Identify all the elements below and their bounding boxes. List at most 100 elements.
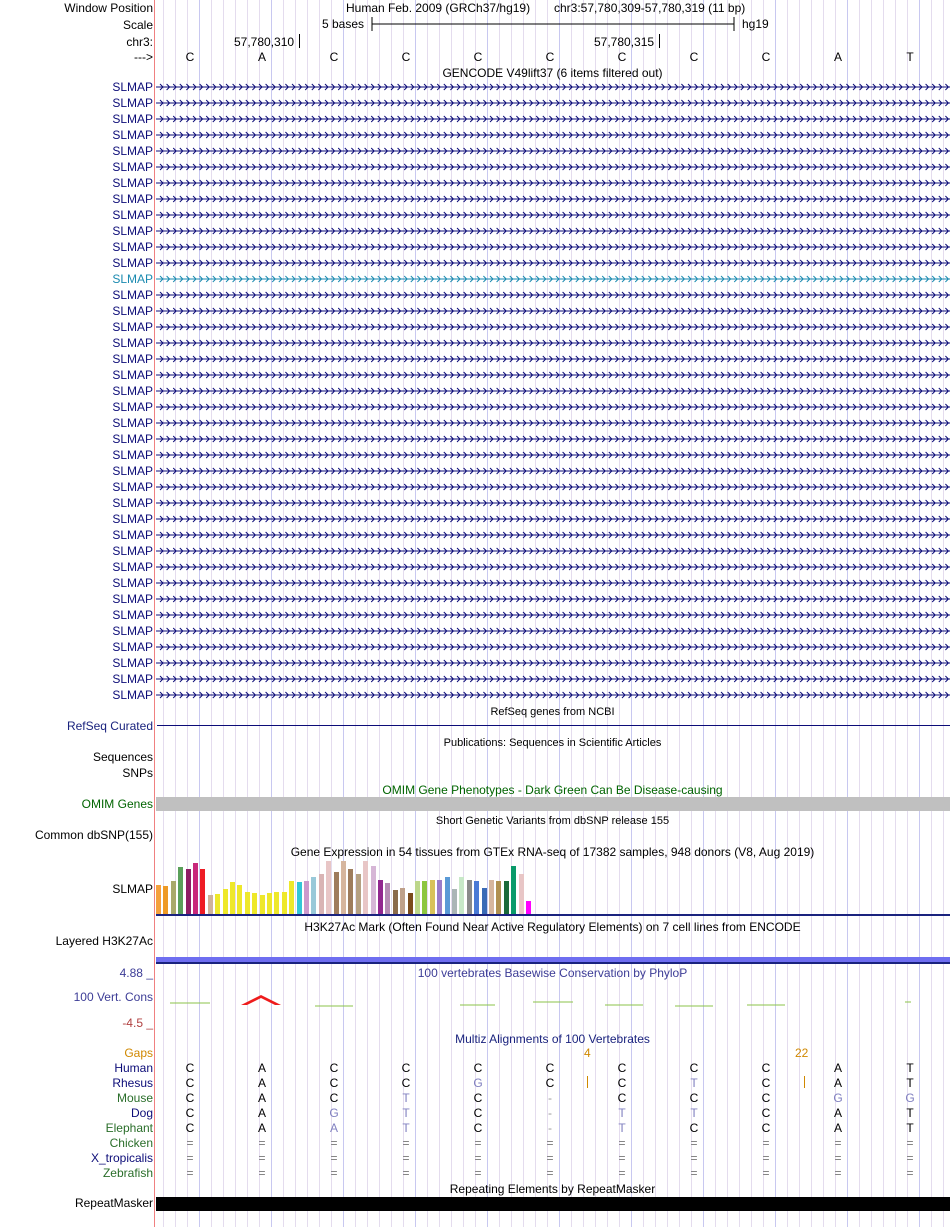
gtex-tissue-bar[interactable] [452,888,457,914]
gencode-transcript[interactable] [156,657,950,669]
gtex-title[interactable]: Gene Expression in 54 tissues from GTEx … [290,845,815,859]
gencode-item-label[interactable]: SLMAP [112,496,153,510]
omim-title[interactable]: OMIM Gene Phenotypes - Dark Green Can Be… [382,783,723,797]
species-label[interactable]: X_tropicalis [90,1151,153,1165]
gtex-tissue-bar[interactable] [252,892,258,914]
gtex-tissue-bar[interactable] [415,881,420,914]
gencode-item-label[interactable]: SLMAP [112,128,153,142]
gtex-tissue-bar[interactable] [281,891,287,914]
gtex-bar-chart[interactable] [156,861,536,914]
gencode-transcript[interactable] [156,289,950,301]
species-label[interactable]: Rhesus [112,1076,153,1090]
h3k27ac-title[interactable]: H3K27Ac Mark (Often Found Near Active Re… [304,920,801,934]
gtex-tissue-bar[interactable] [289,881,295,914]
gencode-transcript[interactable] [156,593,950,605]
gencode-transcript[interactable] [156,177,950,189]
gencode-transcript[interactable] [156,465,950,477]
gencode-item-label[interactable]: SLMAP [112,240,153,254]
gtex-tissue-bar[interactable] [193,862,198,914]
gencode-item-label[interactable]: SLMAP [112,608,153,622]
gtex-tissue-bar[interactable] [489,879,494,914]
gencode-transcript[interactable] [156,97,950,109]
refseq-title[interactable]: RefSeq genes from NCBI [490,706,615,718]
species-label[interactable]: Dog [130,1106,153,1120]
gencode-transcript[interactable] [156,545,950,557]
species-label[interactable]: Zebrafish [102,1166,153,1180]
gencode-item-label[interactable]: SLMAP [112,688,153,702]
gencode-item-label[interactable]: SLMAP [112,288,153,302]
gencode-item-label[interactable]: SLMAP [112,432,153,446]
gencode-item-label[interactable]: SLMAP [112,512,153,526]
gencode-transcript[interactable] [156,529,950,541]
gencode-transcript[interactable] [156,689,950,701]
gencode-transcript[interactable] [156,609,950,621]
gencode-item-label[interactable]: SLMAP [112,400,153,414]
gencode-transcript[interactable] [156,305,950,317]
gencode-item-label[interactable]: SLMAP [112,176,153,190]
gencode-item-label[interactable]: SLMAP [112,384,153,398]
gencode-item-label[interactable]: SLMAP [112,80,153,94]
phylop-title[interactable]: 100 vertebrates Basewise Conservation by… [417,966,688,980]
gencode-item-label[interactable]: SLMAP [112,272,153,286]
refseq-label[interactable]: RefSeq Curated [66,719,153,733]
gencode-item-label[interactable]: SLMAP [112,112,153,126]
gtex-tissue-bar[interactable] [326,861,332,914]
gencode-transcript[interactable] [156,241,950,253]
gencode-item-label[interactable]: SLMAP [112,640,153,654]
position-readout[interactable]: chr3:57,780,309-57,780,319 (11 bp) [554,1,746,15]
gtex-tissue-bar[interactable] [200,868,206,914]
gtex-tissue-bar[interactable] [333,871,339,914]
gencode-transcript[interactable] [156,673,950,685]
gtex-tissue-bar[interactable] [178,867,184,914]
gencode-transcript[interactable] [156,225,950,237]
gencode-transcript[interactable] [156,577,950,589]
gtex-tissue-bar[interactable] [215,893,221,914]
gencode-transcript[interactable] [156,273,950,285]
h3k27ac-signal[interactable] [156,957,950,962]
dbsnp-title[interactable]: Short Genetic Variants from dbSNP releas… [435,815,670,827]
gtex-tissue-bar[interactable] [444,876,450,914]
repeatmasker-label[interactable]: RepeatMasker [74,1196,153,1210]
gtex-tissue-bar[interactable] [378,879,383,914]
gencode-transcript[interactable] [156,513,950,525]
gencode-transcript[interactable] [156,449,950,461]
gencode-item-label[interactable]: SLMAP [112,368,153,382]
gencode-item-label[interactable]: SLMAP [112,464,153,478]
gtex-tissue-bar[interactable] [274,891,280,914]
gtex-tissue-bar[interactable] [437,879,443,914]
gencode-transcript[interactable] [156,497,950,509]
gtex-tissue-bar[interactable] [496,881,502,914]
gencode-item-label[interactable]: SLMAP [112,160,153,174]
gtex-tissue-bar[interactable] [318,874,324,914]
phylop-signal[interactable] [155,990,950,1012]
gencode-item-label[interactable]: SLMAP [112,416,153,430]
omim-label[interactable]: OMIM Genes [81,797,153,811]
gtex-label[interactable]: SLMAP [112,882,153,896]
gtex-tissue-bar[interactable] [348,868,354,914]
gtex-tissue-bar[interactable] [304,881,309,914]
gtex-tissue-bar[interactable] [207,895,213,914]
gtex-tissue-bar[interactable] [474,881,480,914]
gtex-tissue-bar[interactable] [422,881,428,914]
gtex-tissue-bar[interactable] [511,866,517,914]
publications-title[interactable]: Publications: Sequences in Scientific Ar… [443,737,662,749]
gtex-tissue-bar[interactable] [267,892,272,914]
gtex-tissue-bar[interactable] [296,882,302,914]
gencode-item-label[interactable]: SLMAP [112,352,153,366]
gtex-tissue-bar[interactable] [311,876,317,914]
gencode-item-label[interactable]: SLMAP [112,448,153,462]
omim-bar[interactable] [156,797,950,811]
gencode-item-label[interactable]: SLMAP [112,656,153,670]
repeatmasker-title[interactable]: Repeating Elements by RepeatMasker [449,1182,656,1196]
gencode-item-label[interactable]: SLMAP [112,560,153,574]
gencode-transcript[interactable] [156,257,950,269]
gencode-item-label[interactable]: SLMAP [112,192,153,206]
gencode-title[interactable]: GENCODE V49lift37 (6 items filtered out) [442,66,663,80]
sequences-label[interactable]: Sequences [92,750,153,764]
gencode-item-label[interactable]: SLMAP [112,592,153,606]
gtex-tissue-bar[interactable] [429,879,435,914]
gencode-transcript[interactable] [156,561,950,573]
gencode-item-label[interactable]: SLMAP [112,672,153,686]
snps-label[interactable]: SNPs [122,766,153,780]
gencode-transcript[interactable] [156,385,950,397]
